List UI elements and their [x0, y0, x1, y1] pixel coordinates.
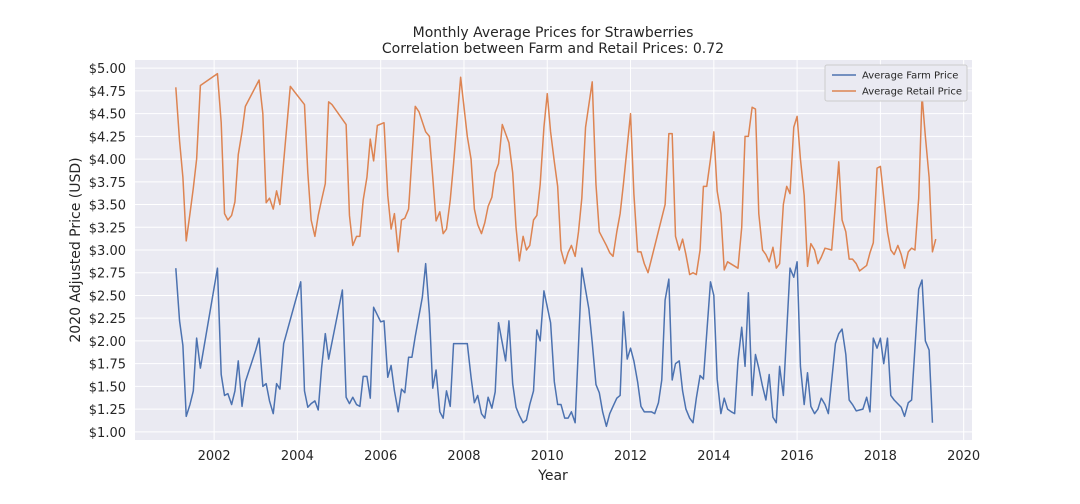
y-tick-label: $3.50 [89, 199, 126, 214]
y-tick-label: $4.75 [89, 85, 126, 100]
legend-label-retail: Average Retail Price [862, 87, 962, 98]
x-tick-label: 2006 [364, 449, 397, 464]
x-tick-label: 2020 [947, 449, 980, 464]
legend: Average Farm Price Average Retail Price [824, 64, 968, 102]
y-tick-label: $4.25 [89, 130, 126, 145]
x-tick-label: 2008 [447, 449, 480, 464]
x-tick-label: 2014 [697, 449, 730, 464]
y-tick-label: $1.25 [89, 403, 126, 418]
x-tick-label: 2018 [864, 449, 897, 464]
y-axis-label: 2020 Adjusted Price (USD) [68, 157, 84, 342]
y-tick-label: $3.00 [89, 244, 126, 259]
y-tick-label: $1.00 [89, 426, 126, 441]
y-tick-label: $3.75 [89, 176, 126, 191]
legend-label-farm: Average Farm Price [862, 71, 958, 82]
series-lines [175, 72, 937, 428]
y-tick-label: $2.50 [89, 289, 126, 304]
x-axis-label: Year [537, 468, 568, 484]
y-tick-label: $2.75 [89, 267, 126, 282]
series-line-retail-price [175, 72, 937, 276]
legend-box [824, 64, 968, 102]
chart-subtitle: Correlation between Farm and Retail Pric… [382, 41, 724, 57]
chart-title: Monthly Average Prices for Strawberries [413, 25, 694, 41]
y-tick-label: $3.25 [89, 221, 126, 236]
x-tick-label: 2004 [281, 449, 314, 464]
x-tick-label: 2016 [781, 449, 814, 464]
x-tick-label: 2010 [531, 449, 564, 464]
y-tick-label: $4.00 [89, 153, 126, 168]
series-line-farm-price [175, 261, 934, 428]
y-tick-label: $2.25 [89, 312, 126, 327]
y-tick-label: $1.50 [89, 380, 126, 395]
tick-labels: 2002 2004 2006 2008 2010 2012 2014 2016 2018 2020… [89, 62, 980, 464]
x-tick-label: 2012 [614, 449, 647, 464]
y-tick-label: $5.00 [89, 62, 126, 77]
y-tick-label: $4.50 [89, 108, 126, 123]
y-tick-label: $1.75 [89, 358, 126, 373]
y-tick-label: $2.00 [89, 335, 126, 350]
x-tick-label: 2002 [198, 449, 231, 464]
